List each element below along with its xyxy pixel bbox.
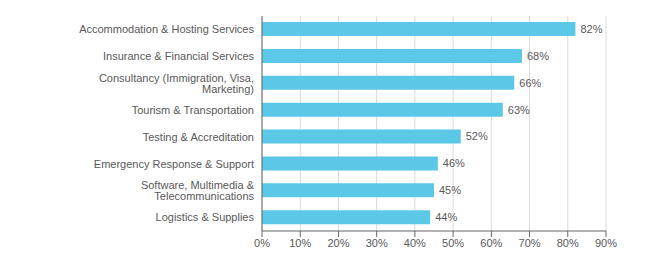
svg-text:30%: 30% [366,237,388,249]
svg-text:70%: 70% [519,237,541,249]
svg-text:60%: 60% [480,237,502,249]
svg-text:10%: 10% [289,237,311,249]
svg-text:Logistics & Supplies: Logistics & Supplies [156,211,255,223]
svg-text:Emergency Response & Support: Emergency Response & Support [94,158,254,170]
svg-text:80%: 80% [557,237,579,249]
svg-text:46%: 46% [443,157,465,169]
svg-text:Tourism & Transportation: Tourism & Transportation [132,104,254,116]
svg-text:Insurance & Financial Services: Insurance & Financial Services [103,50,255,62]
svg-text:63%: 63% [508,104,530,116]
svg-text:52%: 52% [466,130,488,142]
svg-text:82%: 82% [580,23,602,35]
svg-text:0%: 0% [254,237,270,249]
svg-text:20%: 20% [327,237,349,249]
svg-text:45%: 45% [439,184,461,196]
svg-text:Testing & Accreditation: Testing & Accreditation [143,131,254,143]
svg-text:66%: 66% [519,77,541,89]
svg-text:Accommodation & Hosting Servic: Accommodation & Hosting Services [79,23,254,35]
svg-text:68%: 68% [527,50,549,62]
svg-text:90%: 90% [595,237,617,249]
svg-text:44%: 44% [435,211,457,223]
svg-text:Software, Multimedia &Telecomm: Software, Multimedia &Telecommunications [141,179,255,202]
svg-text:Consultancy (Immigration, Visa: Consultancy (Immigration, Visa,Marketing… [99,72,254,95]
svg-text:50%: 50% [442,237,464,249]
svg-text:40%: 40% [404,237,426,249]
